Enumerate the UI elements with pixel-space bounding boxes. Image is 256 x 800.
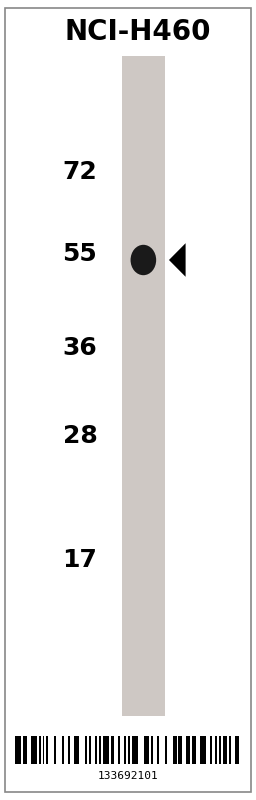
Bar: [227, 736, 229, 764]
Bar: [99, 736, 101, 764]
Text: 28: 28: [62, 424, 97, 448]
Text: 55: 55: [62, 242, 97, 266]
Bar: [62, 736, 64, 764]
Bar: [23, 736, 27, 764]
Bar: [231, 736, 235, 764]
Bar: [157, 736, 159, 764]
Bar: [42, 736, 45, 764]
Bar: [196, 736, 200, 764]
Bar: [97, 736, 99, 764]
Text: 133692101: 133692101: [98, 771, 158, 781]
Bar: [211, 736, 215, 764]
Bar: [15, 736, 21, 764]
Bar: [144, 736, 149, 764]
Bar: [165, 736, 167, 764]
Bar: [74, 736, 79, 764]
Bar: [70, 736, 74, 764]
Bar: [101, 736, 103, 764]
Ellipse shape: [131, 245, 156, 275]
Bar: [151, 736, 153, 764]
Bar: [122, 56, 165, 716]
Bar: [79, 736, 85, 764]
Bar: [64, 736, 68, 764]
Bar: [89, 736, 91, 764]
Bar: [87, 736, 89, 764]
Bar: [111, 736, 114, 764]
Bar: [190, 736, 192, 764]
Bar: [132, 736, 138, 764]
Bar: [229, 736, 231, 764]
Bar: [192, 736, 196, 764]
Bar: [130, 736, 132, 764]
Bar: [128, 736, 130, 764]
Bar: [239, 736, 241, 764]
Bar: [54, 736, 56, 764]
Bar: [177, 736, 178, 764]
Bar: [91, 736, 95, 764]
Bar: [118, 736, 120, 764]
Bar: [153, 736, 157, 764]
Bar: [215, 736, 217, 764]
Bar: [56, 736, 62, 764]
Bar: [217, 736, 219, 764]
Text: 17: 17: [62, 548, 97, 572]
Text: NCI-H460: NCI-H460: [65, 18, 211, 46]
Polygon shape: [169, 243, 186, 277]
Bar: [41, 736, 42, 764]
Bar: [221, 736, 223, 764]
Bar: [138, 736, 144, 764]
Bar: [85, 736, 87, 764]
Bar: [48, 736, 54, 764]
Bar: [182, 736, 186, 764]
Bar: [114, 736, 118, 764]
Bar: [21, 736, 23, 764]
Bar: [95, 736, 97, 764]
Bar: [31, 736, 37, 764]
Bar: [124, 736, 126, 764]
Text: 36: 36: [62, 336, 97, 360]
Bar: [109, 736, 111, 764]
Bar: [167, 736, 173, 764]
Bar: [37, 736, 39, 764]
Bar: [159, 736, 165, 764]
Bar: [103, 736, 109, 764]
Bar: [223, 736, 227, 764]
Bar: [126, 736, 128, 764]
Bar: [149, 736, 151, 764]
Bar: [120, 736, 124, 764]
Bar: [39, 736, 41, 764]
Bar: [68, 736, 70, 764]
Bar: [235, 736, 239, 764]
Bar: [45, 736, 46, 764]
Bar: [27, 736, 31, 764]
Bar: [46, 736, 48, 764]
Bar: [206, 736, 210, 764]
Bar: [178, 736, 182, 764]
Bar: [219, 736, 221, 764]
Bar: [210, 736, 211, 764]
Bar: [173, 736, 177, 764]
Text: 72: 72: [62, 160, 97, 184]
Bar: [200, 736, 206, 764]
Bar: [186, 736, 190, 764]
